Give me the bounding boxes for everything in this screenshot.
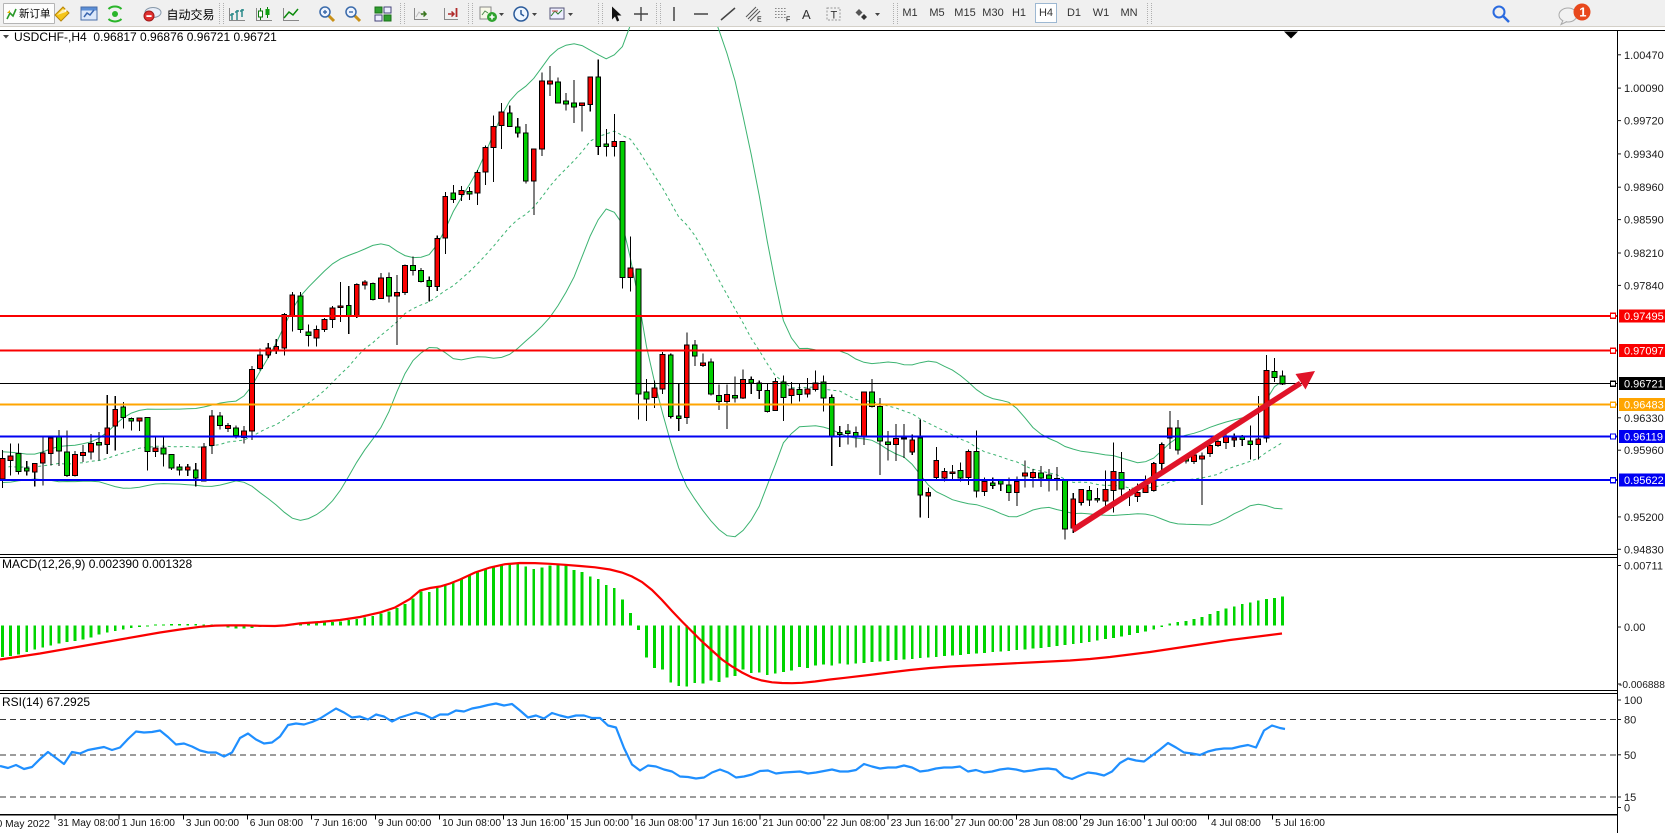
svg-text:0.97495: 0.97495 bbox=[1624, 311, 1664, 323]
svg-text:1 Jun 16:00: 1 Jun 16:00 bbox=[122, 818, 176, 829]
svg-text:0.00711: 0.00711 bbox=[1624, 561, 1663, 573]
svg-text:80: 80 bbox=[1624, 715, 1636, 727]
svg-text:A: A bbox=[802, 7, 811, 22]
svg-text:1: 1 bbox=[1579, 5, 1586, 20]
svg-text:29 Jun 16:00: 29 Jun 16:00 bbox=[1083, 818, 1142, 829]
svg-text:0.00: 0.00 bbox=[1624, 622, 1645, 634]
svg-text:1 Jul 00:00: 1 Jul 00:00 bbox=[1147, 818, 1197, 829]
svg-text:T: T bbox=[831, 10, 838, 22]
svg-text:USDCHF-,H4 0.96817 0.96876 0.: USDCHF-,H4 0.96817 0.96876 0.96721 0.967… bbox=[14, 30, 277, 44]
svg-text:0.98210: 0.98210 bbox=[1624, 248, 1664, 260]
svg-text:1.00090: 1.00090 bbox=[1624, 83, 1664, 95]
svg-text:0.99340: 0.99340 bbox=[1624, 149, 1664, 161]
svg-text:0.95200: 0.95200 bbox=[1624, 512, 1664, 524]
svg-text:0.98960: 0.98960 bbox=[1624, 182, 1664, 194]
svg-text:F: F bbox=[786, 17, 790, 24]
svg-text:6 Jun 08:00: 6 Jun 08:00 bbox=[250, 818, 304, 829]
svg-text:4 Jul 08:00: 4 Jul 08:00 bbox=[1211, 818, 1261, 829]
svg-text:50: 50 bbox=[1624, 750, 1636, 762]
svg-text:16 Jun 08:00: 16 Jun 08:00 bbox=[634, 818, 693, 829]
svg-text:0.99720: 0.99720 bbox=[1624, 116, 1664, 128]
svg-text:31 May 08:00: 31 May 08:00 bbox=[58, 818, 120, 829]
svg-text:5 Jul 16:00: 5 Jul 16:00 bbox=[1275, 818, 1325, 829]
svg-text:RSI(14) 67.2925: RSI(14) 67.2925 bbox=[2, 695, 90, 709]
svg-text:15: 15 bbox=[1624, 792, 1636, 804]
svg-text:0.96721: 0.96721 bbox=[1624, 379, 1664, 391]
svg-text:1.00470: 1.00470 bbox=[1624, 50, 1664, 62]
svg-text:0: 0 bbox=[1624, 803, 1630, 815]
svg-text:15 Jun 00:00: 15 Jun 00:00 bbox=[570, 818, 629, 829]
svg-text:13 Jun 16:00: 13 Jun 16:00 bbox=[506, 818, 565, 829]
svg-text:0.95622: 0.95622 bbox=[1624, 475, 1664, 487]
svg-text:MACD(12,26,9) 0.002390 0.00132: MACD(12,26,9) 0.002390 0.001328 bbox=[2, 557, 192, 571]
svg-text:E: E bbox=[757, 17, 762, 24]
svg-text:100: 100 bbox=[1624, 695, 1642, 707]
svg-text:0.98590: 0.98590 bbox=[1624, 215, 1664, 227]
svg-text:21 Jun 00:00: 21 Jun 00:00 bbox=[763, 818, 822, 829]
svg-text:22 Jun 08:00: 22 Jun 08:00 bbox=[827, 818, 886, 829]
svg-text:0.96483: 0.96483 bbox=[1624, 400, 1664, 412]
svg-text:23 Jun 16:00: 23 Jun 16:00 bbox=[891, 818, 950, 829]
svg-text:0.96330: 0.96330 bbox=[1624, 413, 1664, 425]
svg-text:0.97097: 0.97097 bbox=[1624, 346, 1664, 358]
svg-text:0.96119: 0.96119 bbox=[1624, 432, 1663, 444]
svg-text:0.97840: 0.97840 bbox=[1624, 280, 1664, 292]
svg-text:0.94830: 0.94830 bbox=[1624, 544, 1664, 556]
svg-text:9 Jun 00:00: 9 Jun 00:00 bbox=[378, 818, 432, 829]
svg-text:28 Jun 08:00: 28 Jun 08:00 bbox=[1019, 818, 1078, 829]
svg-text:7 Jun 16:00: 7 Jun 16:00 bbox=[314, 818, 368, 829]
svg-text:-0.006888: -0.006888 bbox=[1619, 680, 1665, 691]
svg-text:30 May 2022: 30 May 2022 bbox=[0, 819, 50, 830]
svg-text:10 Jun 08:00: 10 Jun 08:00 bbox=[442, 818, 501, 829]
svg-text:17 Jun 16:00: 17 Jun 16:00 bbox=[698, 818, 757, 829]
svg-text:3 Jun 00:00: 3 Jun 00:00 bbox=[186, 818, 240, 829]
svg-text:0.95960: 0.95960 bbox=[1624, 445, 1664, 457]
svg-text:27 Jun 00:00: 27 Jun 00:00 bbox=[955, 818, 1014, 829]
